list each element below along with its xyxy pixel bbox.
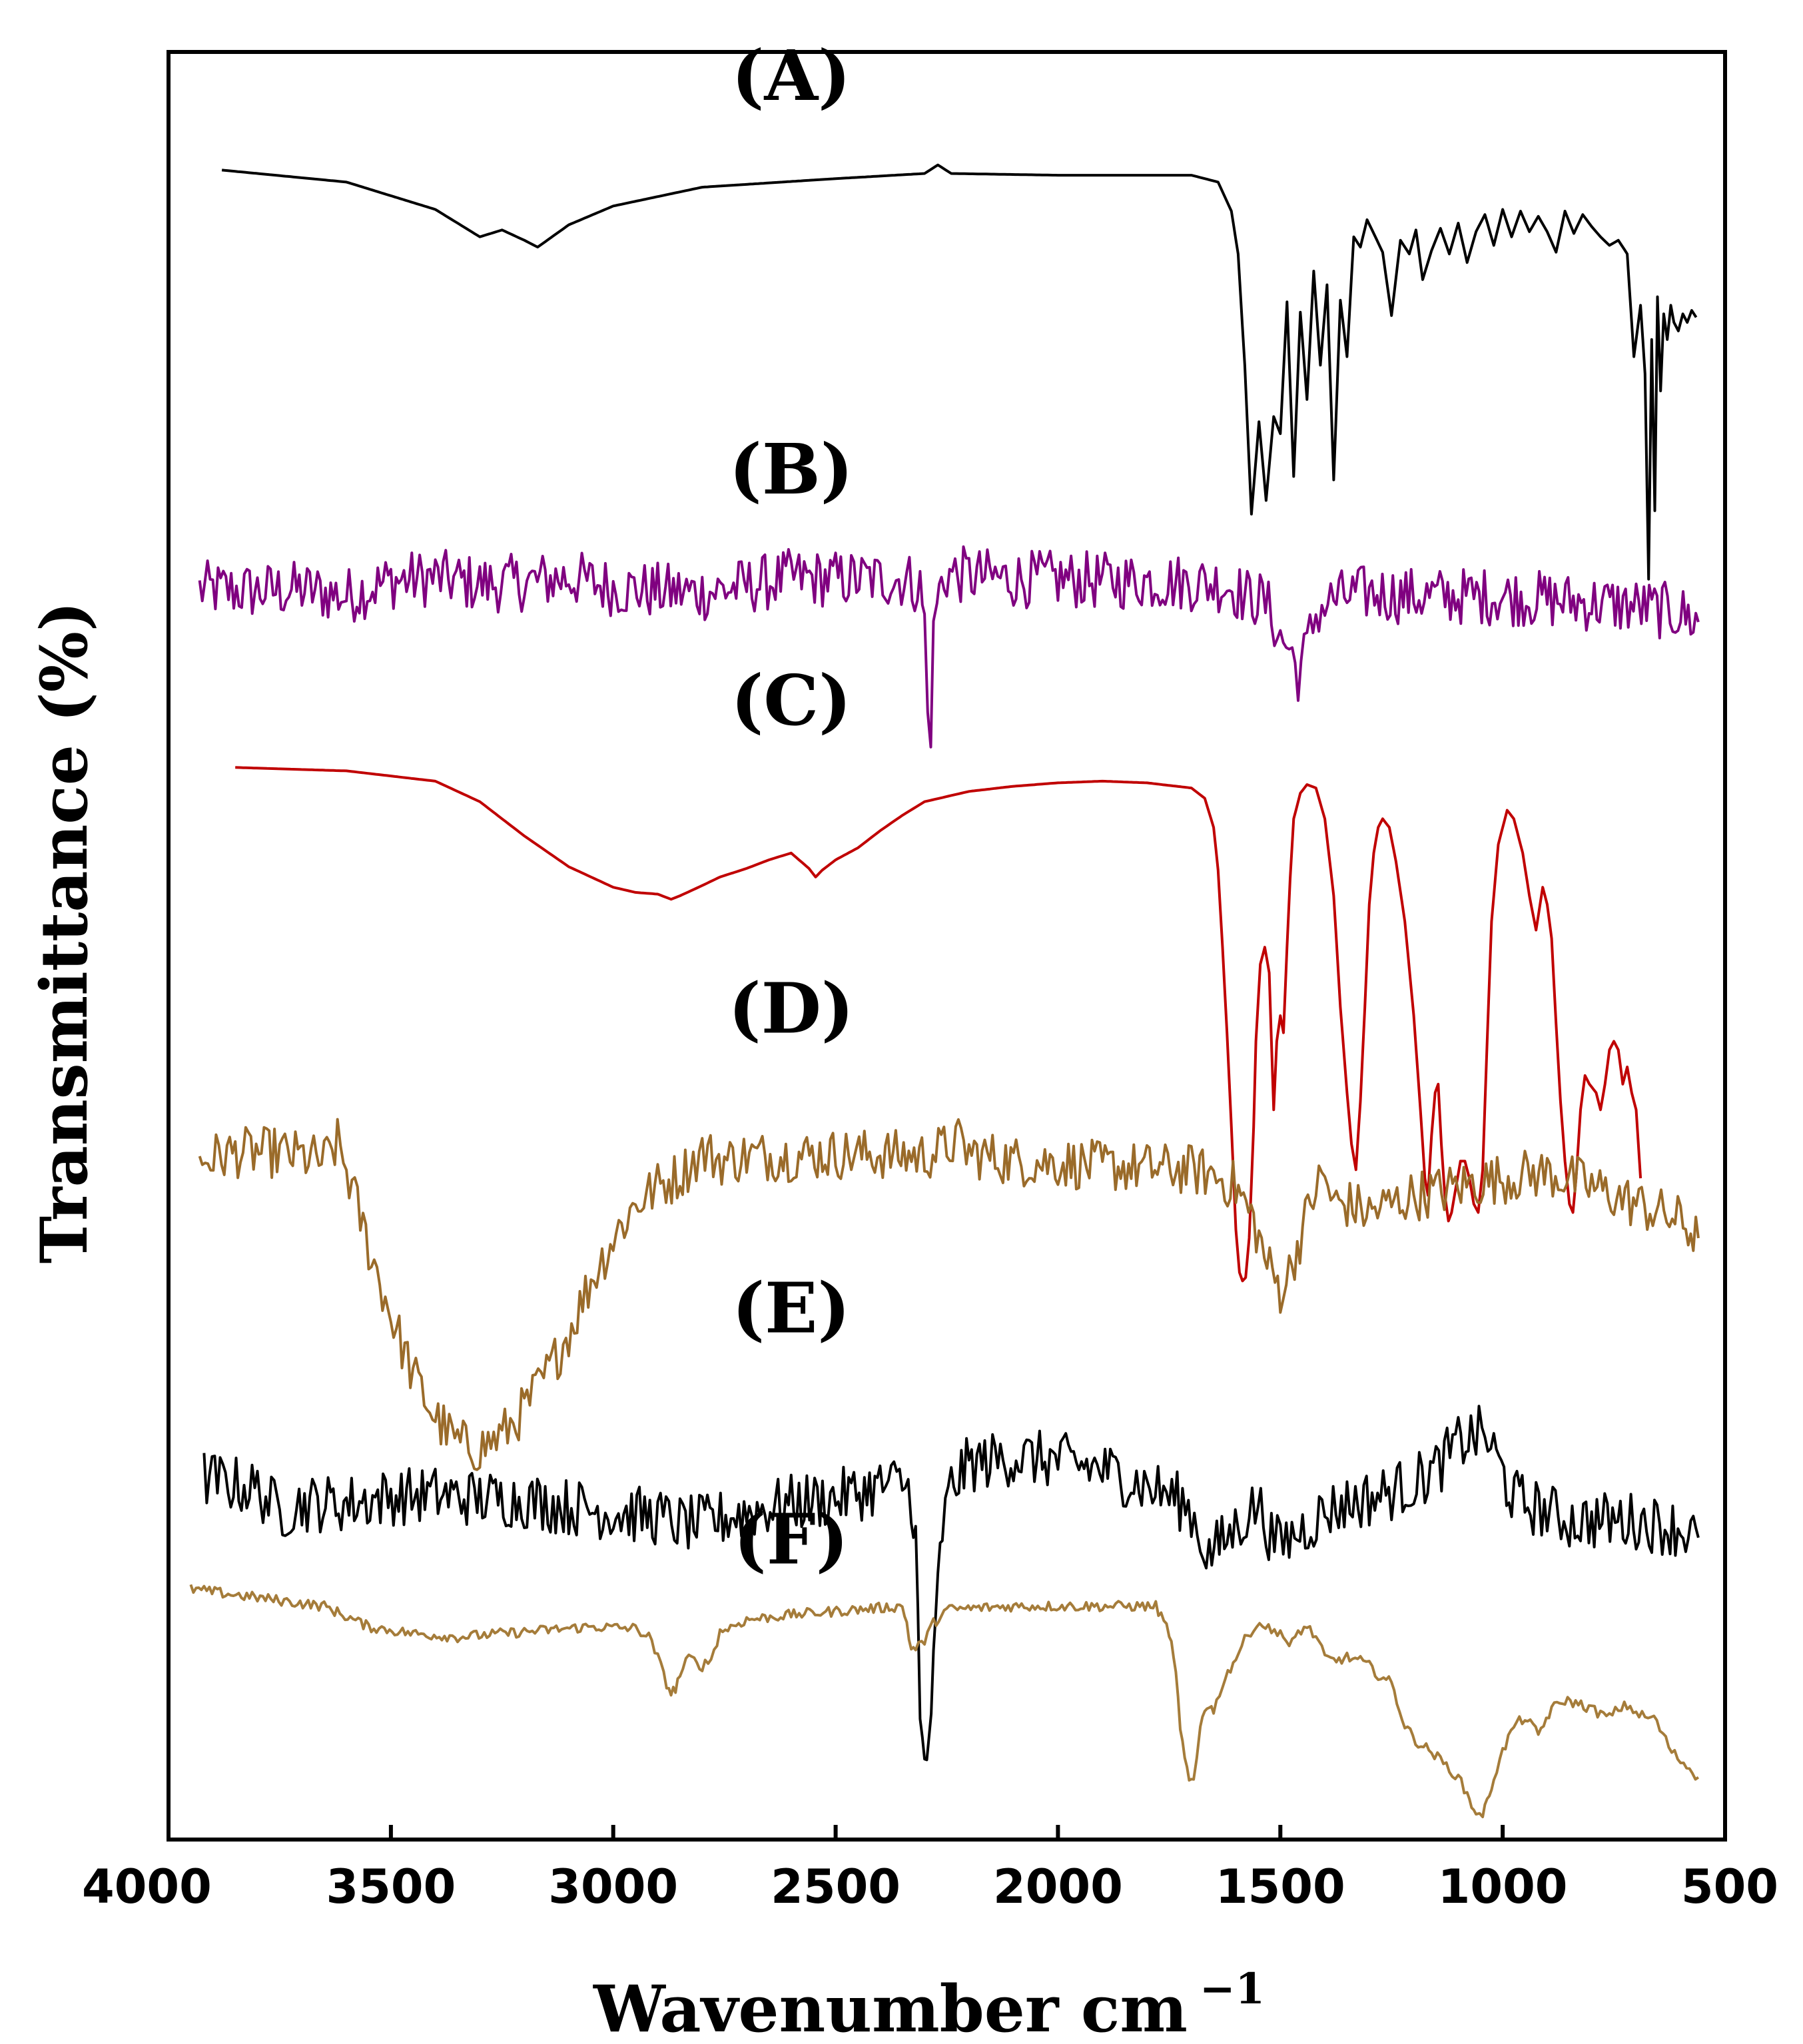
x-tick-label-2500: 2500 (771, 1860, 901, 1914)
spectrum-series-f (189, 1584, 1700, 1818)
curve-label-d: (D) (728, 968, 854, 1050)
y-axis-title: Transmittance (%) (27, 601, 102, 1264)
curve-label-f: (F) (734, 1498, 849, 1580)
x-axis-title-superscript: −1 (1200, 1964, 1265, 2014)
curve-label-a: (A) (731, 35, 851, 117)
x-tick-label-2000: 2000 (993, 1860, 1123, 1914)
x-tick-label-3500: 3500 (326, 1860, 456, 1914)
x-tick-label-1500: 1500 (1216, 1860, 1345, 1914)
spectrum-series-b (198, 545, 1700, 749)
plot-frame (167, 50, 1727, 1842)
x-tick-label-500: 500 (1681, 1860, 1778, 1914)
x-tick-label-3000: 3000 (548, 1860, 678, 1914)
curve-label-e: (E) (732, 1267, 851, 1349)
x-axis-title: Wavenumber cm −1 (593, 1964, 1265, 2044)
x-axis-ticks: 4000 3500 3000 2500 2000 1500 1000 500 (82, 1825, 1778, 1914)
curve-labels: (A) (B) (C) (D) (E) (F) (728, 35, 854, 1580)
spectrum-series-e (202, 1405, 1700, 1762)
x-tick-label-1000: 1000 (1438, 1860, 1568, 1914)
spectra-series-layer (189, 163, 1700, 1818)
x-axis-title-text: Wavenumber cm (593, 1971, 1188, 2044)
spectrum-series-c (235, 766, 1642, 1283)
x-tick-label-4000: 4000 (82, 1860, 212, 1914)
curve-label-c: (C) (731, 659, 851, 741)
spectrum-series-a (221, 163, 1698, 581)
curve-label-b: (B) (729, 428, 853, 510)
spectrum-series-d (198, 1118, 1700, 1471)
